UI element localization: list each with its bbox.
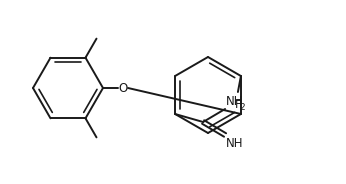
- Text: NH: NH: [226, 137, 244, 150]
- Text: 2: 2: [239, 103, 245, 112]
- Text: NH: NH: [226, 95, 244, 108]
- Text: O: O: [118, 82, 128, 95]
- Text: F: F: [235, 98, 241, 111]
